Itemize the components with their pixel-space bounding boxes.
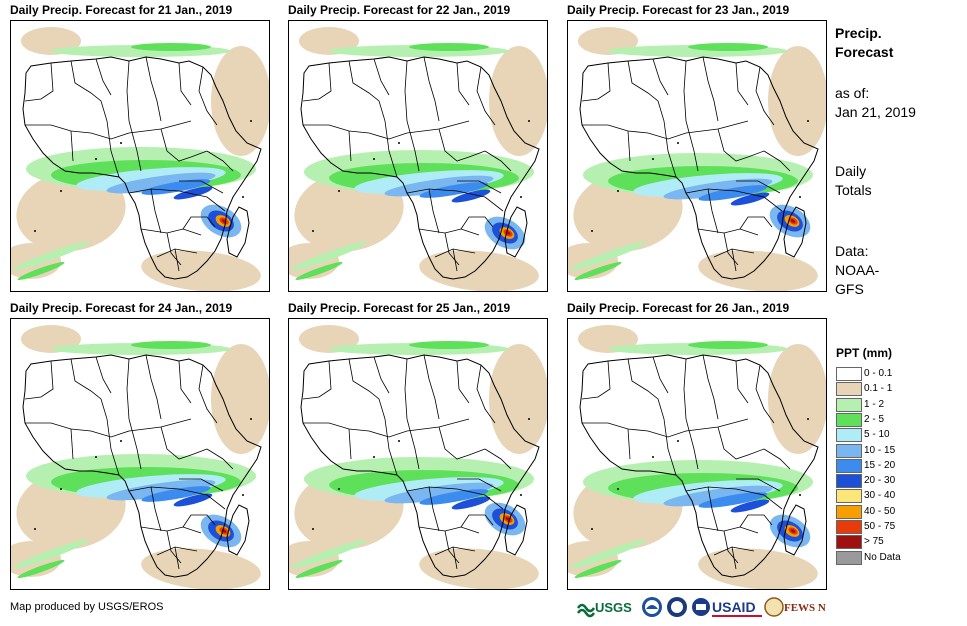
legend-label: > 75 <box>864 536 884 548</box>
legend-swatch <box>836 443 862 458</box>
panel-title: Daily Precip. Forecast for 23 Jan., 2019 <box>567 3 790 17</box>
map-svg <box>289 21 547 291</box>
usgs-logo: USGS <box>576 600 632 618</box>
data-source-line1: NOAA- <box>835 262 880 278</box>
legend-swatch <box>836 474 862 489</box>
forecast-panel-5: Daily Precip. Forecast for 25 Jan., 2019 <box>288 300 550 590</box>
info-heading: Precip. Forecast <box>835 24 893 62</box>
usgs-logo-text: USGS <box>595 600 632 615</box>
forecast-panel-4: Daily Precip. Forecast for 24 Jan., 2019 <box>10 300 272 590</box>
info-heading-line2: Forecast <box>835 44 894 60</box>
totals-line1: Daily <box>835 163 867 179</box>
legend-label: 1 - 2 <box>864 398 885 410</box>
legend-label: 20 - 30 <box>864 475 896 487</box>
usaid-logo-text: USAID <box>712 599 756 615</box>
panel-title: Daily Precip. Forecast for 24 Jan., 2019 <box>10 301 233 315</box>
totals-line2: Totals <box>835 182 872 198</box>
map-credit: Map produced by USGS/EROS <box>10 601 164 613</box>
info-asof: as of: Jan 21, 2019 <box>835 84 916 122</box>
precip-map <box>288 318 548 590</box>
legend-label: 0 - 0.1 <box>864 368 893 379</box>
logo-strip: USGS USAID FEWS NET <box>576 594 841 620</box>
forecast-panel-6: Daily Precip. Forecast for 26 Jan., 2019 <box>567 300 829 590</box>
info-data-source: Data: NOAA- GFS <box>835 242 879 299</box>
legend-label: 2 - 5 <box>864 413 885 425</box>
map-svg <box>568 21 826 291</box>
precip-map <box>567 20 827 292</box>
info-totals: Daily Totals <box>835 162 872 200</box>
map-svg <box>11 319 269 589</box>
legend-label: 15 - 20 <box>864 459 896 471</box>
info-heading-line1: Precip. <box>835 25 882 41</box>
legend-swatch <box>836 458 862 473</box>
panel-title: Daily Precip. Forecast for 22 Jan., 2019 <box>288 3 511 17</box>
data-label: Data: <box>835 243 869 259</box>
panel-title: Daily Precip. Forecast for 25 Jan., 2019 <box>288 301 511 315</box>
precip-map <box>10 20 270 292</box>
legend-label: 30 - 40 <box>864 490 896 502</box>
fewsnet-logo: FEWS NET <box>764 597 841 617</box>
forecast-panel-3: Daily Precip. Forecast for 23 Jan., 2019 <box>567 2 829 292</box>
legend-swatch <box>836 535 862 550</box>
map-svg <box>568 319 826 589</box>
data-source-line2: GFS <box>835 281 864 297</box>
precip-map <box>288 20 548 292</box>
fewsnet-logo-text: FEWS NET <box>784 602 826 614</box>
panel-title: Daily Precip. Forecast for 21 Jan., 2019 <box>10 3 233 17</box>
legend-swatch <box>836 428 862 443</box>
legend-label: 40 - 50 <box>864 505 896 517</box>
forecast-panel-1: Daily Precip. Forecast for 21 Jan., 2019 <box>10 2 272 292</box>
precip-map <box>10 318 270 590</box>
map-svg <box>289 319 547 589</box>
map-svg <box>11 21 269 291</box>
legend-label: 5 - 10 <box>864 429 890 441</box>
legend-swatch <box>836 367 862 381</box>
legend-swatch <box>836 412 862 427</box>
legend-swatch <box>836 382 862 397</box>
dhs-seal-logo <box>667 597 687 617</box>
legend-title: PPT (mm) <box>836 346 893 360</box>
legend-label: No Data <box>864 551 901 563</box>
usaid-logo: USAID <box>692 598 762 617</box>
legend-swatch <box>836 397 862 412</box>
precip-map <box>567 318 827 590</box>
legend-swatch <box>836 520 862 534</box>
legend-swatch <box>836 550 862 565</box>
forecast-panel-2: Daily Precip. Forecast for 22 Jan., 2019 <box>288 2 550 292</box>
legend-swatch <box>836 489 862 504</box>
asof-date: Jan 21, 2019 <box>835 104 916 120</box>
noaa-logo <box>642 597 662 617</box>
legend-swatch <box>836 504 862 519</box>
legend-label: 10 - 15 <box>864 444 896 456</box>
legend-label: 50 - 75 <box>864 521 896 532</box>
panel-title: Daily Precip. Forecast for 26 Jan., 2019 <box>567 301 790 315</box>
asof-label: as of: <box>835 85 870 101</box>
legend-label: 0.1 - 1 <box>864 383 893 395</box>
